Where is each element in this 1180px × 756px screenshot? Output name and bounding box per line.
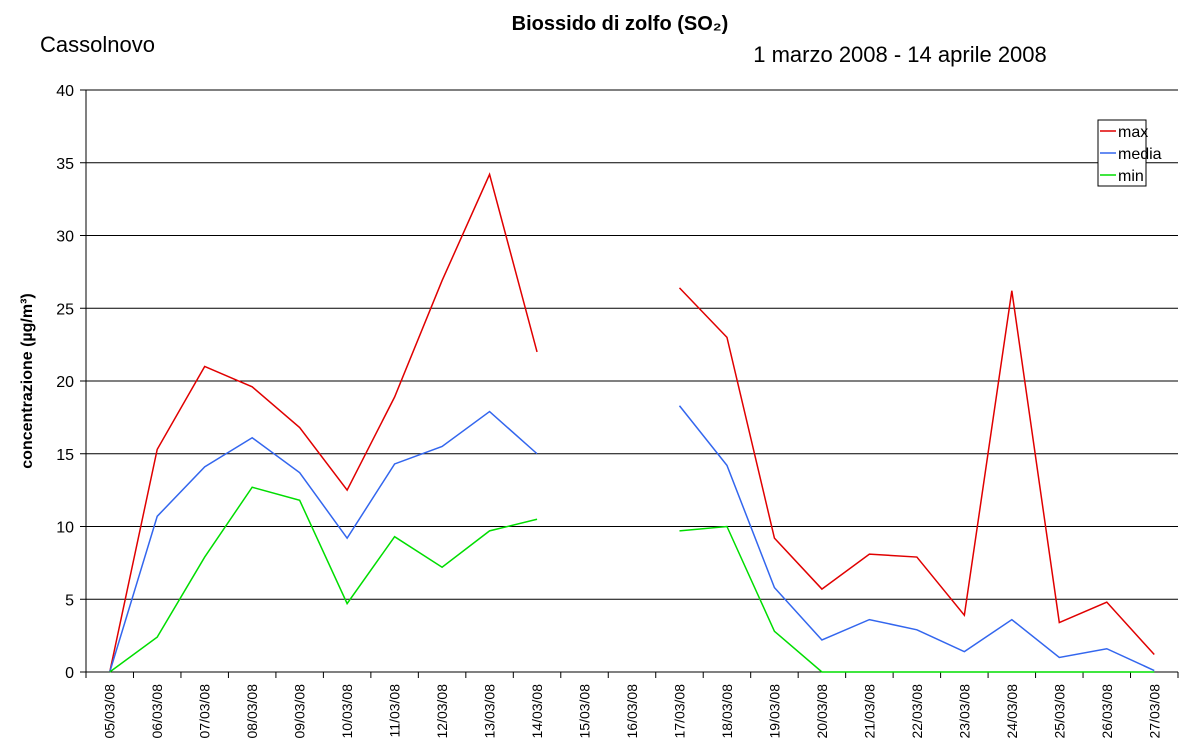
x-tick-label: 24/03/08: [1004, 684, 1020, 739]
y-axis-label: concentrazione (µg/m³): [19, 293, 36, 468]
x-tick-label: 13/03/08: [482, 684, 498, 739]
x-tick-label: 14/03/08: [529, 684, 545, 739]
y-tick-label: 20: [56, 374, 74, 391]
x-tick-label: 06/03/08: [149, 684, 165, 739]
location: Cassolnovo: [40, 32, 155, 57]
x-tick-label: 09/03/08: [292, 684, 308, 739]
x-tick-label: 07/03/08: [197, 684, 213, 739]
x-tick-label: 10/03/08: [339, 684, 355, 739]
x-tick-label: 25/03/08: [1051, 684, 1067, 739]
x-tick-label: 21/03/08: [861, 684, 877, 739]
chart-subtitle: 1 marzo 2008 - 14 aprile 2008: [753, 42, 1047, 67]
y-tick-label: 25: [56, 301, 74, 318]
series-line: [109, 172, 1155, 673]
y-tick-label: 35: [56, 156, 74, 173]
x-tick-label: 23/03/08: [956, 684, 972, 739]
x-tick-label: 16/03/08: [624, 684, 640, 739]
x-tick-label: 12/03/08: [434, 684, 450, 739]
x-tick-label: 27/03/08: [1146, 684, 1162, 739]
x-tick-label: 11/03/08: [387, 684, 403, 738]
y-tick-label: 10: [56, 520, 74, 537]
y-tick-label: 40: [56, 83, 74, 100]
x-tick-label: 19/03/08: [766, 684, 782, 739]
x-tick-label: 17/03/08: [671, 684, 687, 739]
x-tick-label: 26/03/08: [1099, 684, 1115, 739]
y-tick-label: 0: [65, 665, 74, 682]
x-tick-label: 15/03/08: [577, 684, 593, 739]
y-tick-label: 5: [65, 592, 74, 609]
x-tick-label: 18/03/08: [719, 684, 735, 739]
series-line: [109, 405, 1155, 673]
series-line: [109, 486, 1155, 673]
y-tick-label: 30: [56, 229, 74, 246]
x-tick-label: 08/03/08: [244, 684, 260, 739]
y-tick-label: 15: [56, 447, 74, 464]
x-tick-label: 05/03/08: [102, 684, 118, 739]
x-tick-label: 22/03/08: [909, 684, 925, 739]
legend-label: media: [1118, 146, 1162, 163]
x-tick-label: 20/03/08: [814, 684, 830, 739]
legend-label: min: [1118, 168, 1144, 185]
legend-label: max: [1118, 124, 1148, 141]
chart-title: Biossido di zolfo (SO₂): [512, 13, 729, 35]
